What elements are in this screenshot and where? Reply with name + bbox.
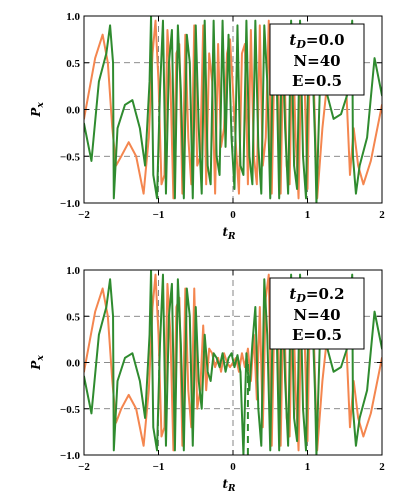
- legend-param-sub: D: [295, 38, 306, 51]
- legend-line-2: N=40: [293, 52, 340, 70]
- x-tick-label: 2: [379, 461, 385, 473]
- series-line-0: [84, 19, 382, 200]
- x-tick-label: 0: [230, 209, 236, 221]
- series-line-1: [84, 270, 382, 455]
- y-tick-label: 1.0: [66, 11, 80, 23]
- legend-line-2: N=40: [293, 306, 340, 324]
- legend-param-value: =0.0: [306, 31, 345, 49]
- legend-param-value: =0.2: [306, 285, 345, 303]
- x-tick-label: 0: [230, 461, 236, 473]
- legend-box: [269, 277, 365, 350]
- y-tick-label: 0.5: [66, 58, 80, 70]
- legend-line-3: E=0.5: [292, 326, 342, 344]
- y-tick-label: −1.0: [60, 198, 81, 210]
- y-axis-label: Px: [29, 102, 46, 118]
- y-axis-label-sub: x: [36, 355, 46, 362]
- y-tick-label: 0.5: [66, 311, 80, 323]
- legend-param-sub: D: [295, 292, 306, 305]
- x-axis-label: tR: [222, 225, 236, 242]
- legend-line-1: tD=0.2: [289, 285, 344, 305]
- x-tick-label: −1: [153, 461, 165, 473]
- panel-0: −2 −1 0 1 2−1.0−0.50.00.51.0tRPxtD=0.0N=40E=…: [29, 11, 385, 242]
- panel-1: −2 −1 0 1 2−1.0−0.50.00.51.0tRPxtD=0.2N=40E=…: [29, 265, 385, 492]
- x-tick-label: 1: [305, 461, 311, 473]
- y-axis-label-main: P: [29, 107, 43, 118]
- series-line-1: [84, 16, 382, 203]
- x-tick-label: 1: [305, 209, 311, 221]
- y-axis-label-sub: x: [36, 102, 46, 109]
- y-tick-label: −1.0: [60, 450, 81, 462]
- legend: tD=0.2N=40E=0.5: [269, 277, 365, 350]
- x-axis-label-sub: R: [227, 232, 236, 242]
- x-axis-label-sub: R: [227, 484, 236, 492]
- legend-line-3: E=0.5: [292, 72, 342, 90]
- series-group: [84, 270, 382, 455]
- x-axis-label-main: t: [222, 477, 228, 491]
- y-axis-label-main: P: [29, 360, 43, 371]
- y-tick-label: 0.0: [66, 105, 80, 117]
- x-tick-label: 2: [379, 209, 385, 221]
- legend-line-1: tD=0.0: [289, 31, 344, 51]
- y-tick-label: −0.5: [60, 151, 81, 163]
- legend-param-symbol: t: [289, 31, 296, 49]
- series-group: [84, 16, 382, 203]
- legend-param-symbol: t: [289, 285, 296, 303]
- x-tick-label: −1: [153, 209, 165, 221]
- x-tick-label: −2: [78, 209, 90, 221]
- y-axis-label: Px: [29, 355, 46, 371]
- y-tick-label: 0.0: [66, 358, 80, 370]
- legend-box: [269, 23, 365, 96]
- y-tick-label: 1.0: [66, 265, 80, 277]
- legend: tD=0.0N=40E=0.5: [269, 23, 365, 96]
- x-axis-label: tR: [222, 477, 236, 492]
- x-axis-label-main: t: [222, 225, 228, 239]
- x-tick-label: −2: [78, 461, 90, 473]
- y-tick-label: −0.5: [60, 404, 81, 416]
